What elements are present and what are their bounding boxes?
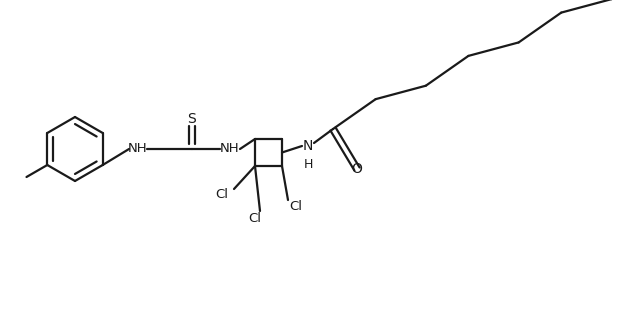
- Text: Cl: Cl: [248, 213, 262, 225]
- Text: Cl: Cl: [289, 199, 303, 213]
- Text: Cl: Cl: [216, 187, 228, 201]
- Text: H: H: [303, 158, 313, 171]
- Text: NH: NH: [220, 143, 240, 155]
- Text: O: O: [351, 162, 362, 176]
- Text: N: N: [303, 139, 313, 153]
- Text: S: S: [188, 112, 196, 126]
- Text: NH: NH: [128, 143, 148, 155]
